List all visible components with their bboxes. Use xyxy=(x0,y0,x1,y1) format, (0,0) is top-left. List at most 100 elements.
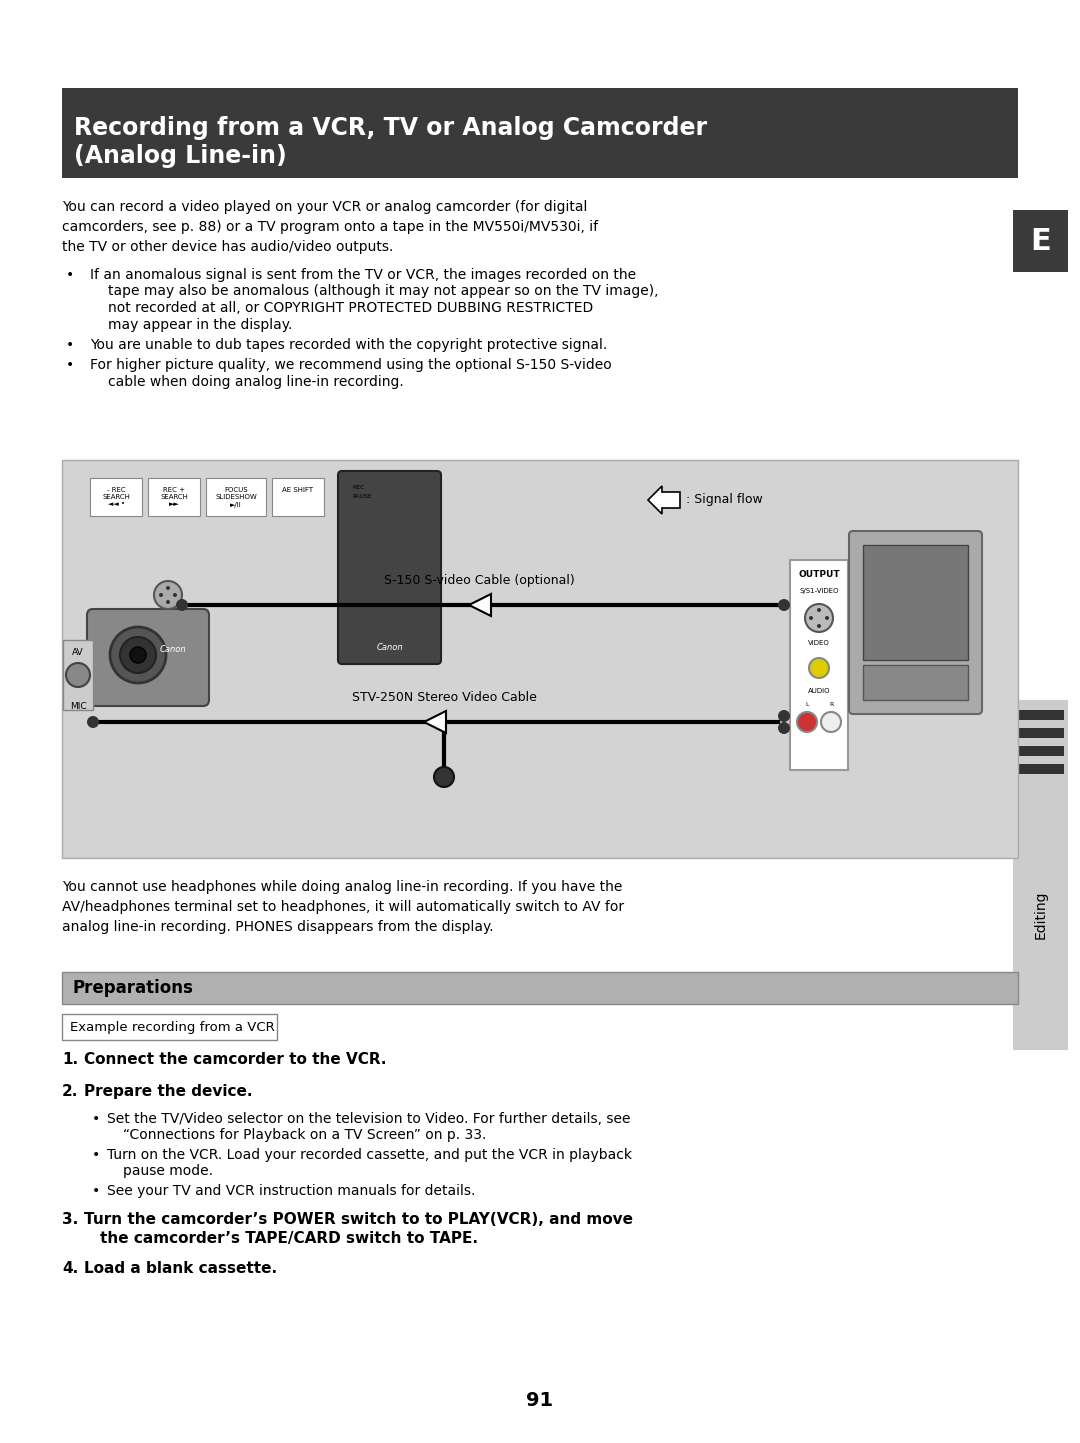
Text: E: E xyxy=(1030,227,1051,255)
Bar xyxy=(350,571,372,584)
Text: Connect the camcorder to the VCR.: Connect the camcorder to the VCR. xyxy=(84,1052,387,1066)
Bar xyxy=(863,545,968,659)
Circle shape xyxy=(66,662,90,687)
Bar xyxy=(350,644,372,657)
Text: Set the TV/Video selector on the television to Video. For further details, see: Set the TV/Video selector on the televis… xyxy=(107,1113,631,1126)
Bar xyxy=(350,626,372,639)
Bar xyxy=(62,1014,276,1040)
Circle shape xyxy=(130,646,146,662)
Bar xyxy=(402,590,424,603)
Circle shape xyxy=(159,593,163,597)
Bar xyxy=(789,560,848,771)
Text: - REC
SEARCH
◄◄ •: - REC SEARCH ◄◄ • xyxy=(103,486,130,508)
Text: Turn the camcorder’s POWER switch to to PLAY(VCR), and move: Turn the camcorder’s POWER switch to to … xyxy=(84,1212,633,1227)
Circle shape xyxy=(434,768,454,786)
Circle shape xyxy=(154,582,183,609)
Bar xyxy=(62,460,1018,859)
Polygon shape xyxy=(424,711,446,733)
Text: •: • xyxy=(66,338,75,352)
Text: the camcorder’s TAPE/CARD switch to TAPE.: the camcorder’s TAPE/CARD switch to TAPE… xyxy=(100,1231,478,1245)
Bar xyxy=(376,608,399,620)
Circle shape xyxy=(809,616,813,620)
Bar xyxy=(402,626,424,639)
Text: Editing: Editing xyxy=(1034,890,1048,939)
Circle shape xyxy=(87,716,99,729)
Bar xyxy=(350,505,372,517)
Bar xyxy=(376,505,399,517)
Text: See your TV and VCR instruction manuals for details.: See your TV and VCR instruction manuals … xyxy=(107,1185,475,1198)
Bar xyxy=(402,505,424,517)
Text: Canon: Canon xyxy=(376,644,403,652)
Polygon shape xyxy=(469,595,491,616)
Bar xyxy=(402,644,424,657)
Text: (Analog Line-in): (Analog Line-in) xyxy=(75,144,287,167)
Circle shape xyxy=(778,710,789,722)
Bar xyxy=(1017,710,1064,720)
Circle shape xyxy=(805,605,833,632)
Text: 4.: 4. xyxy=(62,1261,78,1276)
Text: tape may also be anomalous (although it may not appear so on the TV image),: tape may also be anomalous (although it … xyxy=(108,284,659,299)
Bar xyxy=(1017,763,1064,773)
Circle shape xyxy=(110,628,166,683)
Text: STV-250N Stereo Video Cable: STV-250N Stereo Video Cable xyxy=(352,691,537,704)
Text: AE SHIFT: AE SHIFT xyxy=(283,486,313,508)
Circle shape xyxy=(809,658,829,678)
Circle shape xyxy=(778,599,789,610)
Text: 3.: 3. xyxy=(62,1212,78,1227)
Text: Prepare the device.: Prepare the device. xyxy=(84,1084,253,1100)
FancyBboxPatch shape xyxy=(849,531,982,714)
Text: Preparations: Preparations xyxy=(72,978,193,997)
Circle shape xyxy=(166,586,170,590)
Bar xyxy=(62,973,1018,1004)
Text: Load a blank cassette.: Load a blank cassette. xyxy=(84,1261,278,1276)
Bar xyxy=(206,478,266,517)
Text: Recording from a VCR, TV or Analog Camcorder: Recording from a VCR, TV or Analog Camco… xyxy=(75,115,707,140)
Bar xyxy=(376,540,399,551)
Text: VIDEO: VIDEO xyxy=(808,641,829,646)
Bar xyxy=(376,571,399,584)
Bar xyxy=(376,590,399,603)
Text: may appear in the display.: may appear in the display. xyxy=(108,317,293,332)
Bar xyxy=(402,540,424,551)
Text: cable when doing analog line-in recording.: cable when doing analog line-in recordin… xyxy=(108,375,404,390)
Circle shape xyxy=(120,636,156,672)
Bar xyxy=(1017,729,1064,737)
Bar xyxy=(350,522,372,534)
Text: OUTPUT: OUTPUT xyxy=(798,570,840,579)
Bar xyxy=(350,608,372,620)
Text: not recorded at all, or COPYRIGHT PROTECTED DUBBING RESTRICTED: not recorded at all, or COPYRIGHT PROTEC… xyxy=(108,302,593,315)
Circle shape xyxy=(166,600,170,605)
Polygon shape xyxy=(648,486,680,514)
Bar xyxy=(148,478,200,517)
Circle shape xyxy=(825,616,829,620)
Text: 91: 91 xyxy=(526,1391,554,1410)
Bar xyxy=(350,540,372,551)
Text: AUDIO: AUDIO xyxy=(808,688,831,694)
Bar xyxy=(272,478,324,517)
Bar xyxy=(376,626,399,639)
Circle shape xyxy=(816,608,821,612)
Text: Example recording from a VCR: Example recording from a VCR xyxy=(70,1020,274,1033)
FancyBboxPatch shape xyxy=(338,470,441,664)
Bar xyxy=(376,644,399,657)
Text: •: • xyxy=(92,1113,100,1126)
Bar xyxy=(90,478,141,517)
Text: AV: AV xyxy=(72,648,84,657)
Text: If an anomalous signal is sent from the TV or VCR, the images recorded on the: If an anomalous signal is sent from the … xyxy=(90,268,636,281)
Bar xyxy=(402,571,424,584)
Text: 2.: 2. xyxy=(62,1084,79,1100)
Text: FOCUS
SLIDESHOW
►/II: FOCUS SLIDESHOW ►/II xyxy=(215,486,257,508)
Bar xyxy=(62,88,1018,177)
Bar xyxy=(402,522,424,534)
FancyBboxPatch shape xyxy=(87,609,210,706)
Bar xyxy=(376,522,399,534)
Bar xyxy=(348,481,431,566)
Bar xyxy=(1017,746,1064,756)
Text: S-150 S-video Cable (optional): S-150 S-video Cable (optional) xyxy=(383,574,575,587)
Text: Turn on the VCR. Load your recorded cassette, and put the VCR in playback: Turn on the VCR. Load your recorded cass… xyxy=(107,1149,632,1162)
Text: You cannot use headphones while doing analog line-in recording. If you have the
: You cannot use headphones while doing an… xyxy=(62,880,624,934)
Circle shape xyxy=(778,722,789,734)
Text: PAUSE: PAUSE xyxy=(352,494,372,499)
Text: •: • xyxy=(66,268,75,281)
Text: For higher picture quality, we recommend using the optional S-150 S-video: For higher picture quality, we recommend… xyxy=(90,358,611,372)
